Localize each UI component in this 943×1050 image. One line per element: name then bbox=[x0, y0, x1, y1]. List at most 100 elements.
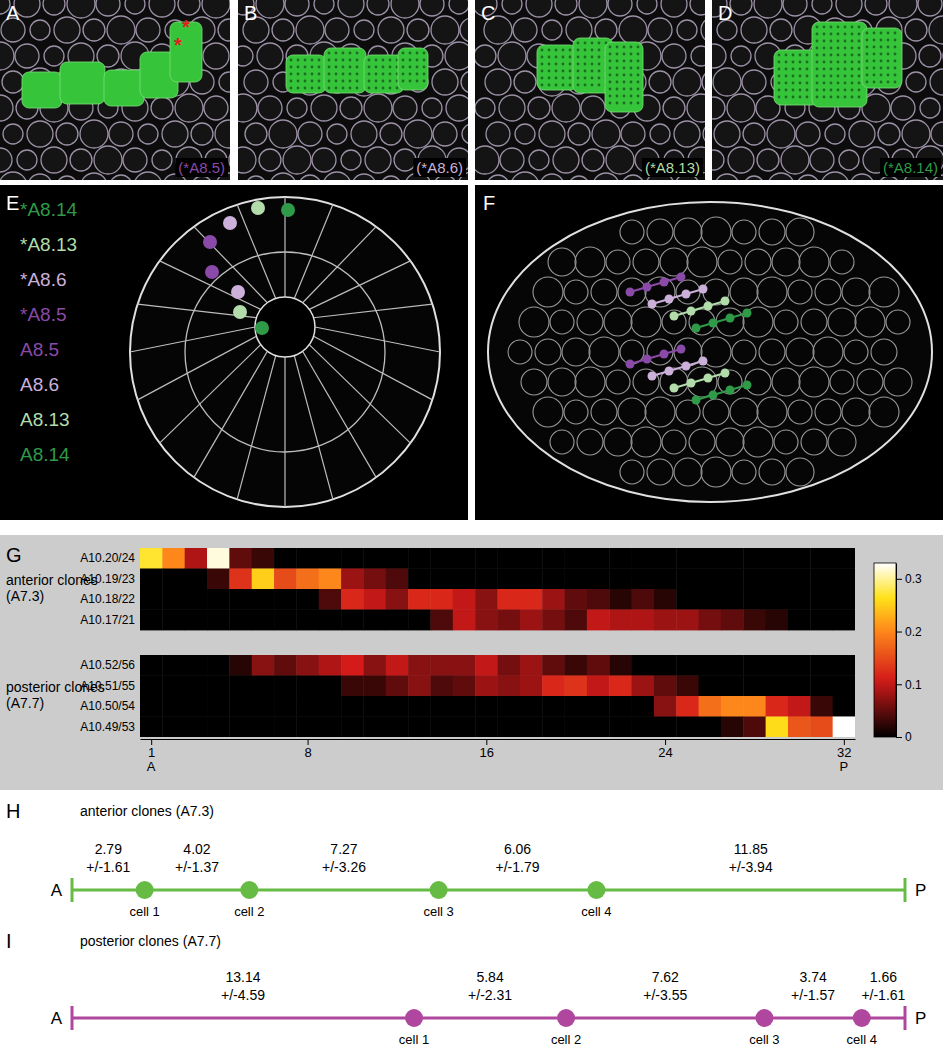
cell-outline bbox=[581, 96, 605, 120]
clone-speckle bbox=[806, 61, 809, 64]
heatmap-cell bbox=[766, 548, 789, 569]
heatmap-cell bbox=[788, 717, 811, 738]
cell-boundary bbox=[160, 261, 261, 309]
image-background bbox=[475, 185, 943, 520]
clone-speckle bbox=[637, 46, 640, 49]
segment bbox=[596, 889, 905, 892]
colorbar-tick-mark bbox=[896, 737, 902, 738]
x-tick-mark bbox=[308, 739, 309, 745]
clone-speckle bbox=[894, 60, 897, 63]
heatmap-cell bbox=[252, 610, 275, 631]
cell-outline bbox=[743, 427, 773, 457]
heatmap-cell bbox=[185, 610, 208, 631]
cell-outline bbox=[745, 249, 771, 275]
cell-outline bbox=[431, 16, 459, 44]
cell-outline bbox=[786, 458, 814, 486]
cell-outline bbox=[704, 176, 705, 180]
clone-speckle bbox=[569, 70, 572, 73]
clone-speckle bbox=[816, 82, 819, 85]
segment-error: +/-2.31 bbox=[468, 987, 512, 1003]
clone-speckle bbox=[569, 49, 572, 52]
cell-label: cell 1 bbox=[129, 904, 159, 919]
heatmap-cell bbox=[810, 717, 833, 738]
clone-speckle bbox=[792, 54, 795, 57]
cell-outline bbox=[542, 20, 562, 40]
end-bar bbox=[904, 878, 907, 902]
cell-outline bbox=[365, 147, 391, 173]
cell-outline bbox=[676, 280, 700, 304]
heatmap-cell bbox=[386, 717, 409, 738]
image-background bbox=[0, 185, 468, 520]
clone-speckle bbox=[342, 87, 345, 90]
cell-outline bbox=[475, 146, 499, 174]
heatmap-cell bbox=[498, 569, 521, 590]
clone-speckle bbox=[609, 95, 612, 98]
cell-outline bbox=[238, 94, 257, 122]
heatmap-cell bbox=[632, 696, 655, 717]
cell-outline bbox=[783, 0, 807, 16]
clone-speckle bbox=[577, 70, 580, 73]
cell-boundary bbox=[309, 261, 410, 309]
clone-speckle bbox=[396, 87, 399, 90]
clone-speckle bbox=[609, 88, 612, 91]
cell-dot bbox=[233, 305, 247, 319]
x-tick-label: 1 bbox=[148, 745, 155, 760]
clone-speckle bbox=[349, 73, 352, 76]
cell-outline bbox=[244, 70, 268, 94]
heatmap-cell bbox=[229, 589, 252, 610]
clone-speckle bbox=[335, 66, 338, 69]
cell-outline bbox=[204, 96, 228, 120]
clone-speckle bbox=[837, 68, 840, 71]
clone-speckle bbox=[591, 49, 594, 52]
cell-outline bbox=[757, 149, 779, 171]
clone-speckle bbox=[541, 84, 544, 87]
heatmap-cell bbox=[185, 569, 208, 590]
cell-outline bbox=[498, 42, 526, 70]
heatmap-cell bbox=[162, 569, 185, 590]
cell-boundary bbox=[194, 227, 267, 303]
clone-speckle bbox=[799, 61, 802, 64]
clone-speckle bbox=[806, 54, 809, 57]
cell-outline bbox=[713, 68, 741, 96]
clone-speckle bbox=[844, 68, 847, 71]
heatmap-cell bbox=[743, 569, 766, 590]
clone-speckle bbox=[887, 67, 890, 70]
cell-outline bbox=[878, 123, 900, 145]
clone-speckle bbox=[548, 84, 551, 87]
key-label: *A8.5 bbox=[20, 304, 66, 325]
heatmap-cell bbox=[520, 548, 543, 569]
cell-outline bbox=[649, 71, 671, 93]
cell-outline bbox=[258, 96, 282, 120]
clone-speckle bbox=[778, 61, 781, 64]
clone-speckle bbox=[823, 82, 826, 85]
clone-speckle bbox=[637, 81, 640, 84]
cell-outline bbox=[287, 98, 307, 118]
clone-speckle bbox=[349, 59, 352, 62]
cell-outline bbox=[825, 124, 845, 144]
clone-speckle bbox=[866, 60, 869, 63]
cell-outline bbox=[564, 400, 588, 424]
clone-speckle bbox=[851, 40, 854, 43]
cell-outline bbox=[296, 16, 324, 44]
cell-outline bbox=[15, 44, 39, 68]
cell-outline bbox=[647, 459, 673, 485]
cell-outline bbox=[770, 19, 792, 41]
cell-outline bbox=[759, 339, 785, 365]
cell-outline bbox=[821, 172, 849, 180]
clone-cell bbox=[398, 48, 428, 90]
cell-outline bbox=[420, 0, 444, 16]
clone-speckle bbox=[880, 60, 883, 63]
cell-dot bbox=[203, 235, 217, 249]
cell-outline bbox=[203, 43, 229, 69]
clone-speckle bbox=[356, 52, 359, 55]
cell-outline bbox=[828, 308, 856, 336]
cell-outline bbox=[716, 308, 744, 336]
segment-value: 6.06 bbox=[504, 841, 531, 857]
clone-speckle bbox=[623, 60, 626, 63]
cell-outline bbox=[555, 0, 577, 15]
heatmap-cell bbox=[632, 610, 655, 631]
cell-outline bbox=[562, 338, 590, 366]
colorbar-axis: 00.10.20.3 bbox=[896, 564, 922, 745]
clone-speckle bbox=[349, 87, 352, 90]
cell-outline bbox=[662, 44, 686, 68]
